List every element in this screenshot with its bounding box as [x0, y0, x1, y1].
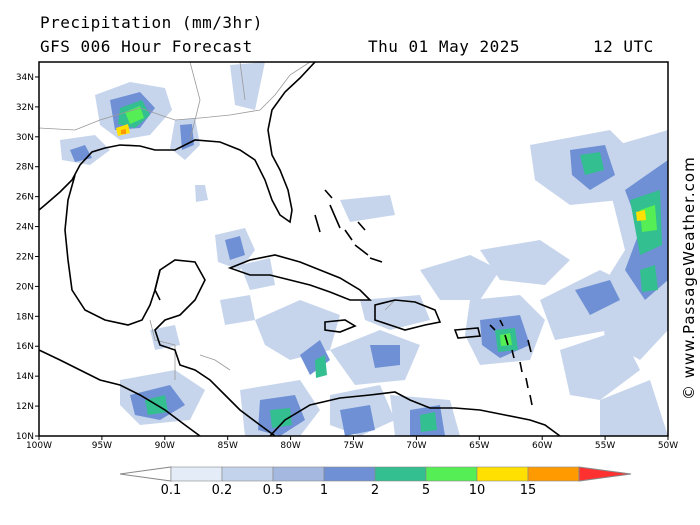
- legend-swatch: [221, 466, 274, 482]
- lon-tick-label: 50W: [658, 441, 678, 451]
- lon-tick-label: 100W: [26, 441, 52, 451]
- legend-label: 2: [371, 483, 379, 498]
- lon-tick-label: 75W: [343, 441, 363, 451]
- lat-tick-label: 18N: [16, 312, 34, 322]
- legend-arrow-high: [578, 466, 632, 482]
- legend-label: 0.2: [212, 483, 233, 498]
- lat-tick-label: 32N: [16, 103, 34, 113]
- legend-swatch: [476, 466, 529, 482]
- legend-swatch: [170, 466, 223, 482]
- watermark: © www.PassageWeather.com: [680, 156, 698, 400]
- legend-swatch: [323, 466, 376, 482]
- lon-tick-label: 85W: [218, 441, 238, 451]
- legend-label: 10: [469, 483, 486, 498]
- forecast-date: Thu 01 May 2025: [368, 37, 520, 56]
- lon-tick-label: 90W: [155, 441, 175, 451]
- legend-label: 0.1: [161, 483, 182, 498]
- lat-tick-label: 24N: [16, 223, 34, 233]
- lat-tick-label: 14N: [16, 372, 34, 382]
- legend-label: 5: [422, 483, 430, 498]
- legend-swatch: [425, 466, 478, 482]
- lat-tick-label: 28N: [16, 163, 34, 173]
- lat-tick-label: 26N: [16, 193, 34, 203]
- legend-swatch: [272, 466, 325, 482]
- precipitation-layer: [60, 62, 668, 436]
- lon-tick-label: 80W: [280, 441, 300, 451]
- lat-tick-label: 16N: [16, 342, 34, 352]
- longitude-axis: 100W 95W 90W 85W 80W 75W 70W 65W 60W 55W 50W: [26, 436, 678, 451]
- legend-label: 0.5: [263, 483, 284, 498]
- precipitation-legend: 0.1 0.2 0.5 1 2 5 10 15: [119, 466, 632, 498]
- coastlines: [39, 62, 561, 436]
- lat-tick-label: 12N: [16, 402, 34, 412]
- lon-tick-label: 95W: [92, 441, 112, 451]
- legend-label: 1: [320, 483, 328, 498]
- lat-tick-label: 10N: [16, 432, 34, 442]
- lon-tick-label: 60W: [532, 441, 552, 451]
- country-borders: [39, 62, 396, 380]
- lon-tick-label: 65W: [469, 441, 489, 451]
- forecast-time: 12 UTC: [593, 37, 654, 56]
- lat-tick-label: 34N: [16, 73, 34, 83]
- lat-tick-label: 30N: [16, 133, 34, 143]
- lat-tick-label: 22N: [16, 252, 34, 262]
- lon-tick-label: 55W: [595, 441, 615, 451]
- latitude-axis: 10N 12N 14N 16N 18N 20N 22N 24N 26N 28N 30N 32N 34N: [16, 73, 39, 442]
- legend-label: 15: [520, 483, 537, 498]
- legend-swatch: [374, 466, 427, 482]
- forecast-label: GFS 006 Hour Forecast: [40, 37, 253, 56]
- lon-tick-label: 70W: [406, 441, 426, 451]
- legend-swatch: [527, 466, 580, 482]
- lat-tick-label: 20N: [16, 282, 34, 292]
- chart-title: Precipitation (mm/3hr): [40, 13, 263, 32]
- legend-arrow-low: [119, 466, 172, 482]
